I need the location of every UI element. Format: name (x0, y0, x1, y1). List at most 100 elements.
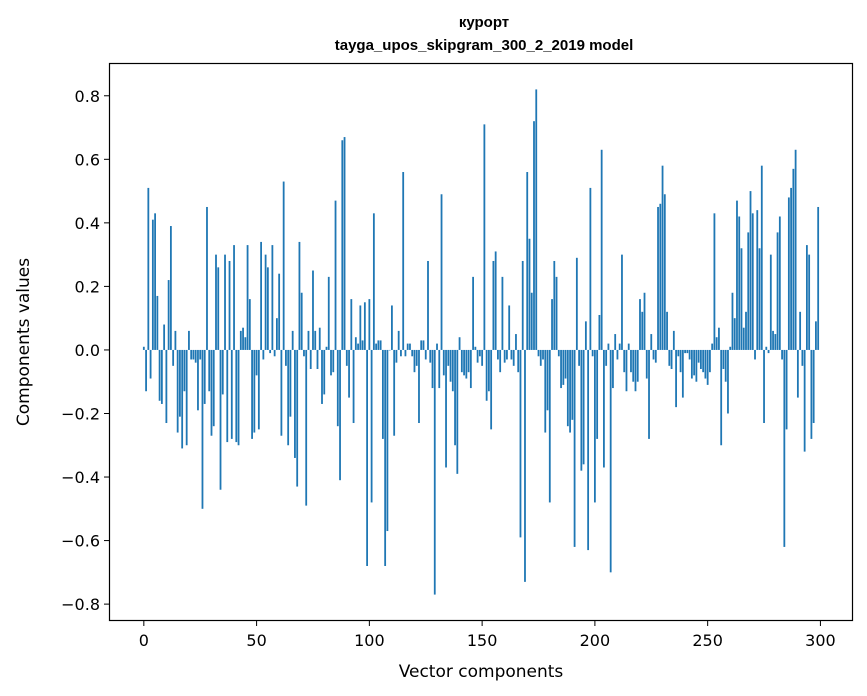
bar-151 (483, 124, 486, 350)
bar-116 (404, 349, 407, 357)
bar-31 (212, 349, 215, 427)
bar-206 (607, 343, 610, 350)
bar-262 (733, 318, 736, 350)
bar-50 (255, 349, 258, 376)
bar-224 (648, 349, 650, 439)
bar-30 (210, 349, 213, 436)
bar-28 (206, 206, 208, 350)
bar-77 (316, 349, 319, 369)
bar-261 (731, 292, 734, 350)
bar-156 (494, 251, 497, 350)
bar-182 (553, 260, 556, 350)
bar-124 (422, 340, 425, 350)
bar-138 (454, 349, 456, 446)
plot-frame (108, 62, 854, 622)
bar-114 (400, 349, 402, 357)
bar-129 (433, 349, 436, 595)
bar-191 (573, 349, 576, 547)
bar-280 (774, 334, 777, 350)
bar-141 (460, 349, 463, 373)
bar-10 (165, 349, 168, 424)
bar-8 (160, 349, 163, 404)
bar-185 (560, 349, 562, 389)
bar-142 (463, 349, 465, 376)
bar-161 (506, 349, 508, 360)
bar-83 (330, 349, 332, 376)
bar-90 (345, 349, 348, 366)
bar-250 (706, 349, 709, 385)
bar-16 (179, 349, 181, 417)
bar-288 (792, 168, 795, 350)
bar-188 (566, 349, 569, 427)
bar-29 (208, 349, 211, 392)
bar-130 (436, 343, 438, 350)
bar-131 (438, 349, 441, 389)
bar-295 (808, 254, 811, 350)
bar-60 (278, 273, 281, 350)
bar-160 (503, 349, 506, 363)
bar-118 (409, 343, 411, 350)
x-tick-label-4: 200 (580, 631, 611, 650)
bar-167 (519, 349, 522, 538)
bar-117 (406, 343, 409, 350)
bar-58 (273, 349, 276, 357)
bar-255 (718, 327, 720, 350)
bar-243 (690, 349, 693, 379)
bar-70 (300, 292, 303, 350)
bar-111 (393, 349, 396, 436)
bar-38 (228, 260, 231, 350)
bar-228 (657, 206, 659, 350)
bar-61 (280, 349, 283, 436)
bar-233 (668, 349, 671, 366)
bar-294 (805, 245, 808, 350)
bar-119 (411, 349, 414, 357)
bar-43 (239, 330, 242, 350)
bar-219 (636, 349, 639, 382)
bar-152 (485, 349, 488, 401)
bar-179 (546, 349, 549, 411)
bar-199 (591, 349, 594, 357)
bar-166 (517, 349, 520, 373)
bar-192 (575, 257, 578, 350)
bar-178 (544, 349, 547, 433)
bar-245 (695, 349, 698, 382)
bar-122 (418, 349, 420, 424)
bar-289 (794, 149, 797, 350)
bar-203 (600, 149, 603, 350)
bar-286 (787, 197, 790, 350)
bar-105 (379, 340, 382, 350)
bar-series (142, 89, 820, 595)
bar-146 (472, 276, 474, 350)
bar-241 (686, 349, 689, 354)
bar-109 (388, 349, 391, 351)
bar-69 (298, 241, 301, 350)
bar-168 (521, 260, 524, 350)
bar-165 (515, 334, 517, 350)
bar-36 (224, 254, 226, 350)
bar-4 (151, 219, 154, 350)
bar-251 (709, 349, 711, 373)
bar-120 (413, 349, 416, 373)
bar-207 (609, 349, 612, 573)
bar-154 (490, 349, 493, 430)
bar-252 (711, 343, 714, 350)
bar-263 (736, 200, 738, 350)
bar-175 (537, 349, 540, 357)
bar-20 (188, 330, 190, 350)
bar-46 (246, 245, 249, 350)
bar-256 (720, 349, 723, 446)
bar-170 (526, 172, 529, 350)
bar-272 (756, 210, 759, 350)
bar-140 (458, 337, 461, 350)
bar-107 (384, 349, 387, 566)
bar-40 (233, 245, 235, 350)
bar-15 (176, 349, 179, 433)
bar-189 (569, 349, 571, 433)
bar-74 (309, 349, 312, 369)
bar-91 (348, 349, 350, 398)
bar-0 (142, 346, 145, 350)
bar-283 (781, 349, 783, 360)
bar-44 (242, 327, 244, 350)
bar-231 (663, 194, 666, 350)
bar-202 (598, 314, 601, 350)
